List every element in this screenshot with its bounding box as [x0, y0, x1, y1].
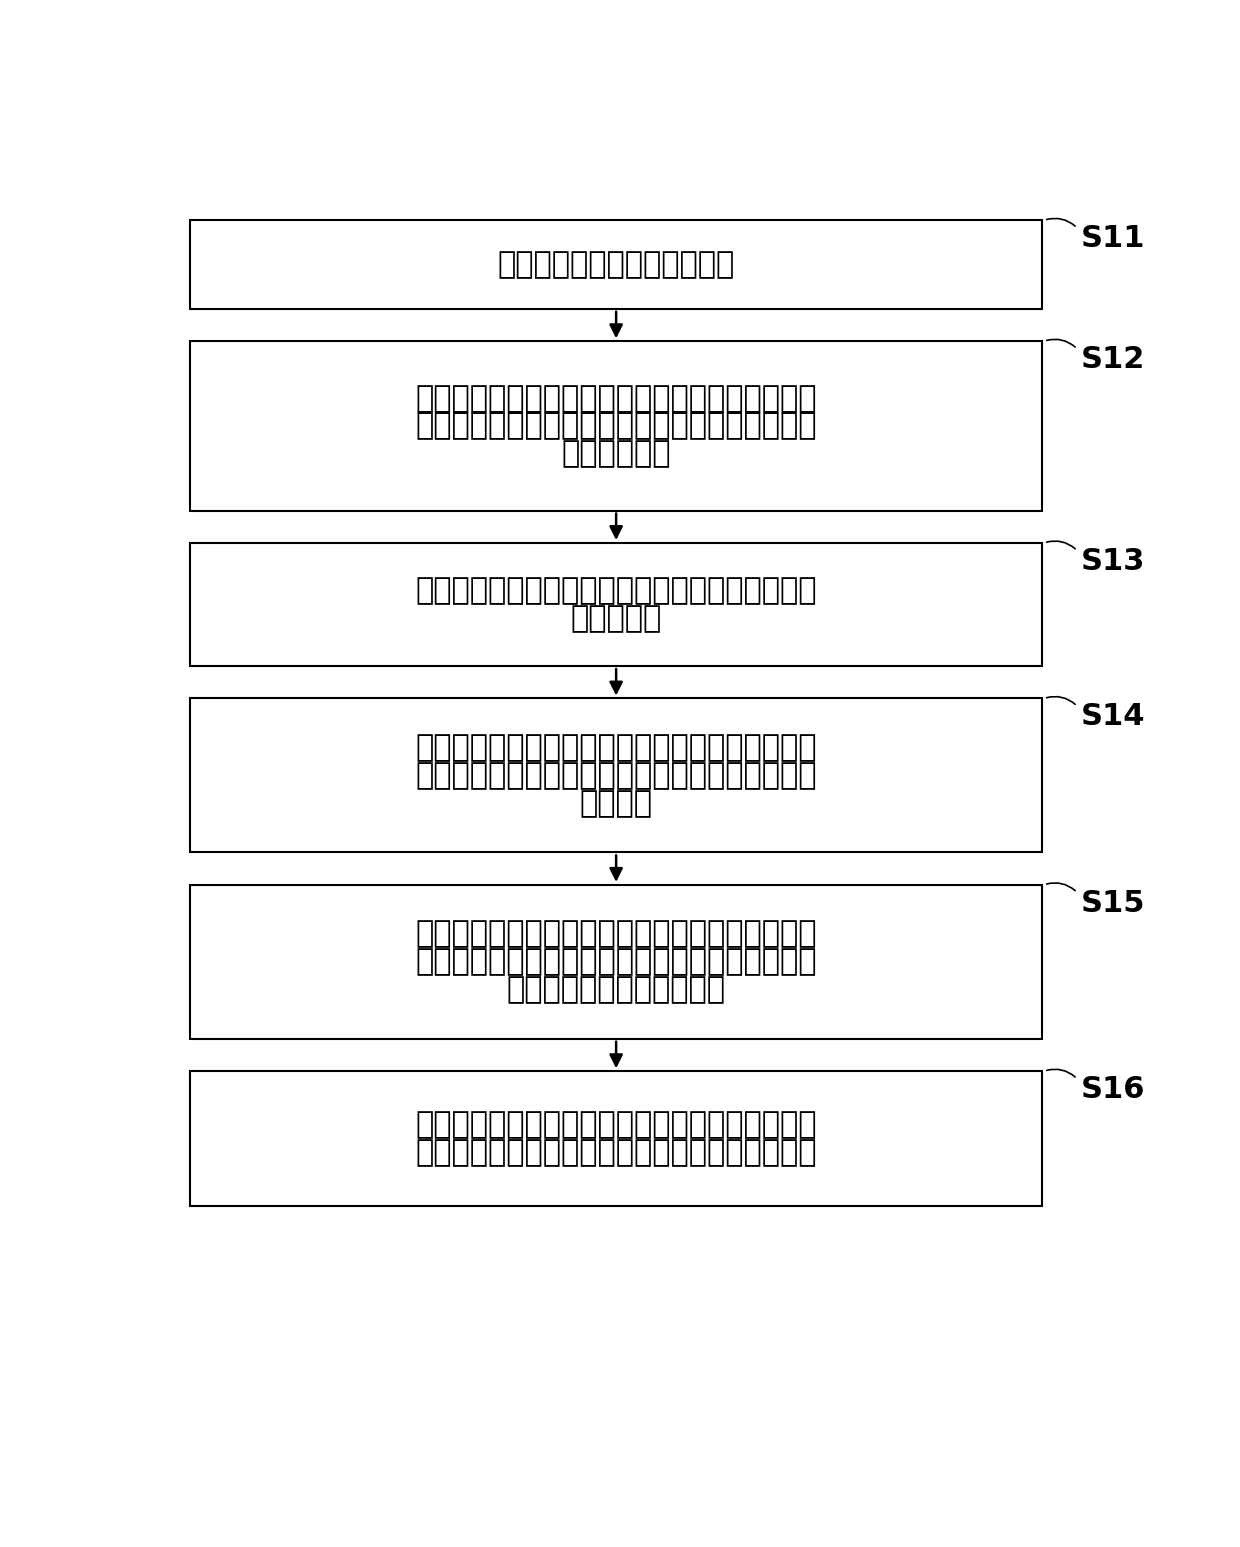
FancyArrowPatch shape — [1047, 339, 1075, 347]
Text: 组上，通过调节所述专用调节旋钮，调节光学接收: 组上，通过调节所述专用调节旋钮，调节光学接收 — [415, 947, 817, 976]
FancyArrowPatch shape — [1047, 696, 1075, 704]
Text: 调节所述第一支撑座和所述第二支撑座的中心线在: 调节所述第一支撑座和所述第二支撑座的中心线在 — [415, 575, 817, 605]
Bar — [190, 698, 1043, 852]
Bar — [190, 1071, 1043, 1207]
Bar — [190, 885, 1043, 1038]
Bar — [190, 543, 1043, 667]
Text: S16: S16 — [1081, 1075, 1146, 1105]
Text: 在接收镜筒后端上，接收器件的另一端与能量显示: 在接收镜筒后端上，接收器件的另一端与能量显示 — [415, 761, 817, 791]
Bar — [190, 220, 1043, 309]
Text: 同一直线上: 同一直线上 — [570, 603, 662, 633]
Text: S12: S12 — [1081, 345, 1146, 374]
FancyArrowPatch shape — [1047, 1069, 1075, 1077]
Text: S13: S13 — [1081, 546, 1146, 575]
Text: 当能量显示器显示接收器件接收到的信号的强度最: 当能量显示器显示接收器件接收到的信号的强度最 — [415, 1111, 817, 1139]
Bar — [190, 342, 1043, 511]
Text: S14: S14 — [1081, 702, 1146, 732]
Text: 强时，固定此时光学接收镜组在接收镜筒内的位置: 强时，固定此时光学接收镜组在接收镜筒内的位置 — [415, 1139, 817, 1166]
Text: 将第一支撑座和第二支撑座安装在光具座上表面上: 将第一支撑座和第二支撑座安装在光具座上表面上 — [415, 384, 817, 413]
FancyArrowPatch shape — [1047, 218, 1075, 226]
Text: 将专用调节旋钮安装在接收镜筒内部的光学接收镜: 将专用调节旋钮安装在接收镜筒内部的光学接收镜 — [415, 919, 817, 948]
Text: S15: S15 — [1081, 888, 1146, 917]
Text: ，第一支撑座用于支撑发射镜筒；第二支撑座用于: ，第一支撑座用于支撑发射镜筒；第二支撑座用于 — [415, 412, 817, 441]
Text: S11: S11 — [1081, 224, 1146, 254]
Text: 支撑接收镜筒: 支撑接收镜筒 — [562, 439, 671, 469]
Text: 器相连接: 器相连接 — [579, 789, 652, 818]
FancyArrowPatch shape — [1047, 541, 1075, 549]
Text: 镜组和接收器件之间的距离: 镜组和接收器件之间的距离 — [507, 975, 725, 1004]
FancyArrowPatch shape — [1047, 883, 1075, 891]
Text: 在支撑桌上将光具座调节水平: 在支撑桌上将光具座调节水平 — [497, 251, 735, 278]
Text: 将发射光源安装在发射镜筒前端上，接收器件安装: 将发射光源安装在发射镜筒前端上，接收器件安装 — [415, 733, 817, 763]
